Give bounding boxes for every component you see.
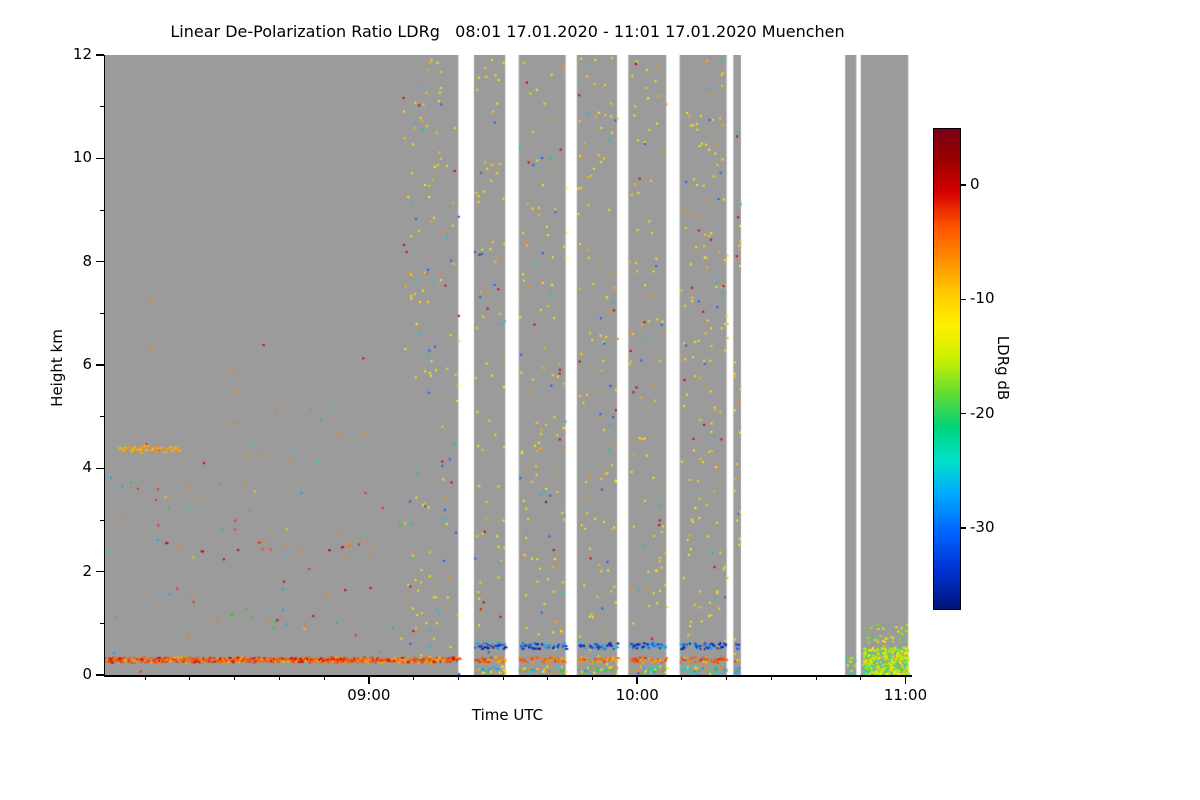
- y-major-tick: [95, 157, 104, 160]
- y-minor-tick: [99, 622, 104, 624]
- y-tick-label: 12: [72, 45, 92, 63]
- y-tick-label: 10: [72, 148, 92, 167]
- y-major-tick: [95, 570, 104, 573]
- colorbar-tick-label: 0: [970, 175, 980, 194]
- x-minor-tick: [770, 676, 772, 680]
- x-minor-tick: [502, 676, 504, 680]
- x-tick-label: 11:00: [883, 686, 928, 704]
- colorbar-tick: [961, 412, 966, 415]
- colorbar-tick-label: -30: [970, 518, 995, 536]
- y-minor-tick: [99, 519, 104, 521]
- colorbar-label: LDRg dB: [994, 335, 1012, 401]
- y-tick-label: 8: [82, 251, 92, 270]
- x-minor-tick: [144, 676, 146, 680]
- x-minor-tick: [547, 676, 549, 680]
- x-major-tick: [636, 676, 638, 684]
- x-minor-tick: [278, 676, 280, 680]
- x-axis-label: Time UTC: [471, 706, 544, 724]
- x-minor-tick: [591, 676, 593, 680]
- x-minor-tick: [457, 676, 459, 680]
- x-minor-tick: [323, 676, 325, 680]
- colorbar-tick: [961, 298, 966, 301]
- y-minor-tick: [99, 106, 104, 108]
- colorbar-tick-label: -20: [970, 403, 995, 422]
- x-minor-tick: [681, 676, 683, 680]
- y-major-tick: [95, 467, 104, 470]
- y-minor-tick: [99, 416, 104, 418]
- x-axis-line: [103, 675, 912, 677]
- x-major-tick: [904, 676, 907, 684]
- y-major-tick: [95, 674, 104, 676]
- y-tick-label: 0: [82, 665, 92, 683]
- colorbar-tick: [961, 184, 966, 186]
- chart-title: Linear De-Polarization Ratio LDRg 08:01 …: [170, 22, 845, 41]
- y-minor-tick: [99, 209, 104, 211]
- y-major-tick: [95, 364, 104, 366]
- heatmap-canvas: [105, 55, 910, 675]
- y-axis-label: Height km: [48, 329, 66, 407]
- colorbar: [933, 128, 961, 610]
- x-minor-tick: [815, 676, 817, 680]
- x-major-tick: [368, 676, 370, 684]
- y-major-tick: [95, 54, 104, 56]
- x-minor-tick: [234, 676, 236, 680]
- y-major-tick: [95, 260, 104, 263]
- x-minor-tick: [726, 676, 728, 680]
- x-tick-label: 10:00: [615, 686, 659, 704]
- colorbar-tick: [961, 527, 966, 529]
- colorbar-tick-label: -10: [970, 289, 995, 308]
- x-minor-tick: [413, 676, 415, 680]
- x-minor-tick: [860, 676, 862, 680]
- x-minor-tick: [189, 676, 191, 680]
- y-minor-tick: [99, 312, 104, 314]
- y-tick-label: 4: [82, 458, 92, 477]
- x-tick-label: 09:00: [347, 686, 391, 704]
- y-tick-label: 2: [82, 561, 92, 580]
